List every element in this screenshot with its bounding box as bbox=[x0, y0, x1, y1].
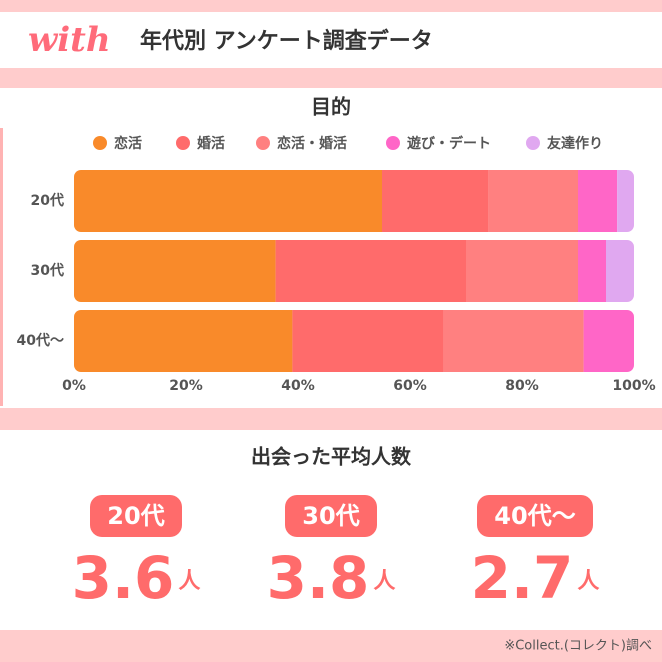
stat-number: 2.7 bbox=[471, 544, 574, 612]
stat-unit: 人 bbox=[577, 569, 599, 594]
legend-swatch bbox=[256, 136, 270, 150]
legend-swatch bbox=[526, 136, 540, 150]
bar-segment bbox=[578, 240, 606, 302]
bar-row bbox=[74, 240, 634, 302]
legend-label: 恋活 bbox=[114, 135, 142, 152]
bar-segment bbox=[74, 310, 293, 372]
bar-segment bbox=[578, 170, 618, 232]
bar-segment bbox=[583, 310, 634, 372]
x-tick-label: 20% bbox=[169, 378, 203, 394]
header-title: 年代別 アンケート調査データ bbox=[140, 28, 433, 54]
legend-swatch bbox=[176, 136, 190, 150]
chart-title: 目的 bbox=[311, 95, 351, 119]
stat-value: 3.8 人 bbox=[267, 544, 396, 612]
bar-segment bbox=[292, 310, 444, 372]
bar-segment bbox=[275, 240, 466, 302]
age-badge-label: 30代 bbox=[302, 502, 359, 530]
bar-segment bbox=[443, 310, 584, 372]
bar-segment bbox=[466, 240, 578, 302]
bar-segment bbox=[617, 170, 634, 232]
y-tick-label: 20代 bbox=[31, 192, 64, 209]
legend-swatch bbox=[386, 136, 400, 150]
bar-row bbox=[74, 310, 634, 372]
x-tick-label: 80% bbox=[505, 378, 539, 394]
age-badge bbox=[285, 495, 377, 537]
age-badge-label: 40代〜 bbox=[494, 502, 575, 530]
y-tick-label: 40代〜 bbox=[17, 332, 64, 349]
x-tick-label: 0% bbox=[62, 378, 86, 394]
bar-segment bbox=[606, 240, 634, 302]
age-badge bbox=[477, 495, 593, 537]
stat-number: 3.6 bbox=[72, 544, 175, 612]
x-tick-label: 40% bbox=[281, 378, 315, 394]
age-badge-label: 20代 bbox=[107, 502, 164, 530]
stat-unit: 人 bbox=[373, 569, 395, 594]
logo: with bbox=[28, 20, 111, 60]
stat-value: 2.7 人 bbox=[471, 544, 600, 612]
legend-swatch bbox=[93, 136, 107, 150]
legend-label: 婚活 bbox=[197, 135, 225, 152]
stat-value: 3.6 人 bbox=[72, 544, 201, 612]
bar-segment bbox=[488, 170, 578, 232]
bar-segment bbox=[74, 240, 276, 302]
stat-number: 3.8 bbox=[267, 544, 370, 612]
legend-label: 遊び・デート bbox=[407, 135, 491, 152]
age-badge bbox=[90, 495, 182, 537]
panel-edge bbox=[0, 128, 3, 406]
bar-row bbox=[74, 170, 634, 232]
legend-label: 恋活・婚活 bbox=[277, 135, 347, 152]
header-panel bbox=[0, 12, 662, 68]
stats-title: 出会った平均人数 bbox=[251, 445, 412, 469]
y-tick-label: 30代 bbox=[31, 262, 64, 279]
footer-note: ※Collect.(コレクト)調べ bbox=[504, 639, 652, 654]
legend-label: 友達作り bbox=[547, 135, 603, 152]
x-tick-label: 100% bbox=[612, 378, 655, 394]
stat-unit: 人 bbox=[178, 569, 200, 594]
bar-segment bbox=[382, 170, 489, 232]
bar-segment bbox=[74, 170, 382, 232]
x-tick-label: 60% bbox=[393, 378, 427, 394]
